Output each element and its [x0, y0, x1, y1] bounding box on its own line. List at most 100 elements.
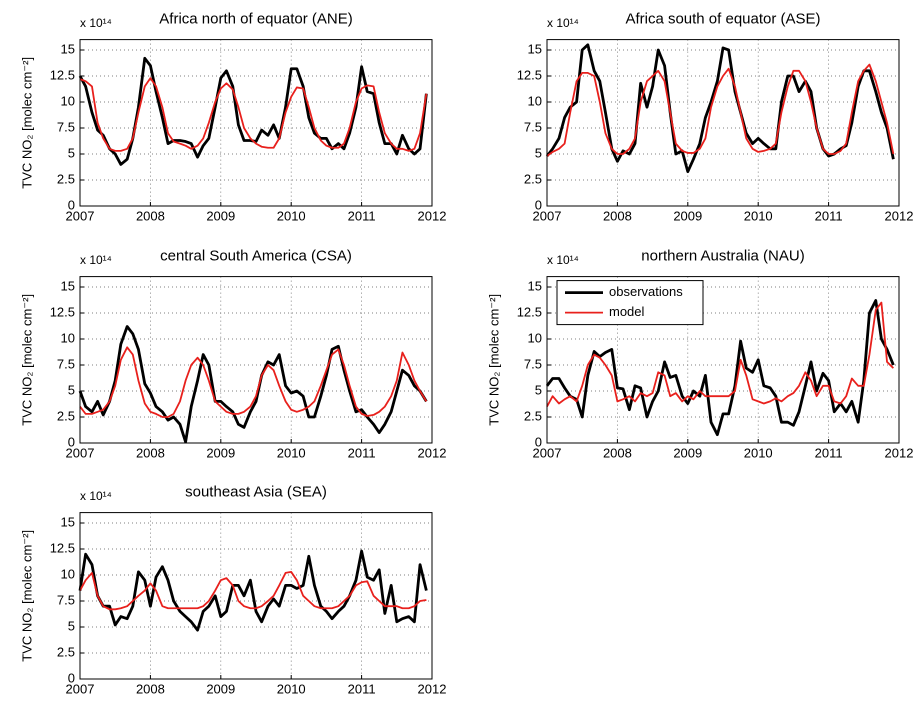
- data-line: [79, 346, 428, 418]
- x-tick-label: 2008: [603, 445, 632, 460]
- x-tick-label: 2009: [206, 208, 235, 223]
- data-line: [546, 63, 895, 157]
- panel: 0 2.5 5 7.5 10 12.5 15 2007 2008 2009 2010 2011 2012…: [19, 484, 446, 697]
- y-tick-label: 10: [61, 330, 75, 345]
- x-tick-label: 2008: [136, 208, 165, 223]
- x-tick-label: 2008: [136, 681, 165, 696]
- y-axis-label: TVC NO₂ [molec cm⁻²]: [19, 530, 34, 662]
- axes-frame: [546, 276, 900, 444]
- y-multiplier: x 10¹⁴: [80, 16, 112, 30]
- data-line: [545, 299, 895, 437]
- x-tick-label: 2011: [348, 681, 376, 696]
- y-tick-label: 2.5: [57, 171, 75, 186]
- y-tick-label: 12.5: [517, 67, 542, 82]
- x-tick-label: 2007: [66, 681, 95, 696]
- y-tick-label: 7.5: [524, 119, 542, 134]
- y-tick-label: 7.5: [57, 592, 75, 607]
- data-line: [78, 56, 428, 166]
- x-tick-label: 2007: [533, 208, 562, 223]
- axes-frame: [79, 512, 433, 680]
- y-tick-label: 7.5: [57, 356, 75, 371]
- legend: observations model: [556, 280, 704, 326]
- x-tick-label: 2009: [673, 445, 702, 460]
- y-axis-label: TVC NO₂ [molec cm⁻²]: [19, 57, 34, 189]
- y-tick-label: 5: [68, 618, 75, 633]
- y-tick-label: 15: [61, 41, 75, 56]
- x-tick-label: 2007: [533, 445, 562, 460]
- y-tick-label: 10: [528, 93, 542, 108]
- x-tick-label: 2009: [206, 681, 235, 696]
- y-tick-label: 5: [68, 382, 75, 397]
- panel: 0 2.5 5 7.5 10 12.5 15 2007 2008 2009 2010 2011 2012…: [517, 11, 914, 224]
- panel: 0 2.5 5 7.5 10 12.5 15 2007 2008 2009 2010 2011 2012…: [19, 248, 446, 461]
- x-tick-label: 2008: [136, 445, 165, 460]
- y-tick-label: 7.5: [524, 356, 542, 371]
- y-tick-label: 15: [528, 41, 542, 56]
- y-tick-label: 12.5: [50, 304, 75, 319]
- chart-title: Africa north of equator (ANE): [159, 11, 352, 28]
- y-tick-label: 2.5: [57, 408, 75, 423]
- y-multiplier: x 10¹⁴: [547, 16, 579, 30]
- x-tick-label: 2012: [885, 445, 914, 460]
- y-axis-label: TVC NO₂ [molec cm⁻²]: [19, 294, 34, 426]
- data-line: [79, 570, 427, 611]
- y-multiplier: x 10¹⁴: [547, 253, 579, 267]
- x-tick-label: 2012: [418, 445, 447, 460]
- x-tick-label: 2010: [277, 208, 306, 223]
- chart-title: central South America (CSA): [160, 248, 352, 265]
- y-tick-label: 15: [61, 514, 75, 529]
- y-tick-label: 2.5: [57, 644, 75, 659]
- y-tick-label: 5: [535, 145, 542, 160]
- x-tick-label: 2012: [418, 681, 447, 696]
- chart-title: southeast Asia (SEA): [185, 484, 327, 501]
- x-tick-label: 2010: [744, 445, 773, 460]
- y-tick-label: 5: [535, 382, 542, 397]
- y-tick-label: 5: [68, 145, 75, 160]
- y-tick-label: 0: [535, 197, 542, 212]
- x-tick-label: 2011: [815, 208, 843, 223]
- x-tick-label: 2011: [815, 445, 843, 460]
- y-multiplier: x 10¹⁴: [80, 253, 112, 267]
- y-tick-label: 0: [68, 434, 75, 449]
- data-line: [546, 301, 895, 408]
- y-tick-label: 2.5: [524, 408, 542, 423]
- panel: 0 2.5 5 7.5 10 12.5 15 2007 2008 2009 2010 2011 2012…: [19, 11, 446, 224]
- x-tick-label: 2010: [744, 208, 773, 223]
- x-tick-label: 2009: [673, 208, 702, 223]
- y-tick-label: 10: [61, 93, 75, 108]
- data-line: [545, 43, 895, 174]
- x-tick-label: 2007: [66, 445, 95, 460]
- x-tick-label: 2008: [603, 208, 632, 223]
- y-tick-label: 0: [535, 434, 542, 449]
- chart-title: northern Australia (NAU): [641, 248, 804, 265]
- legend-label: observations: [609, 284, 683, 299]
- axes-frame: [79, 276, 433, 444]
- axes-frame: [79, 39, 433, 207]
- y-tick-label: 15: [61, 278, 75, 293]
- x-tick-label: 2012: [418, 208, 447, 223]
- legend-box: [556, 280, 704, 326]
- data-line: [79, 77, 428, 152]
- x-tick-label: 2010: [277, 681, 306, 696]
- y-tick-label: 12.5: [50, 540, 75, 555]
- x-tick-label: 2010: [277, 445, 306, 460]
- x-tick-label: 2009: [206, 445, 235, 460]
- chart-title: Africa south of equator (ASE): [625, 11, 820, 28]
- x-tick-label: 2012: [885, 208, 914, 223]
- y-tick-label: 10: [528, 330, 542, 345]
- x-tick-label: 2011: [348, 208, 376, 223]
- y-axis-label: TVC NO₂ [molec cm⁻²]: [486, 294, 501, 426]
- y-tick-label: 10: [61, 566, 75, 581]
- y-multiplier: x 10¹⁴: [80, 489, 112, 503]
- y-tick-label: 0: [68, 670, 75, 685]
- y-tick-label: 12.5: [517, 304, 542, 319]
- y-tick-label: 7.5: [57, 119, 75, 134]
- y-tick-label: 15: [528, 278, 542, 293]
- panel: 0 2.5 5 7.5 10 12.5 15 2007 2008 2009 2010 2011 2012…: [486, 248, 913, 461]
- data-line: [78, 549, 428, 632]
- axes-frame: [546, 39, 900, 207]
- y-tick-label: 12.5: [50, 67, 75, 82]
- legend-label: model: [609, 304, 645, 319]
- x-tick-label: 2011: [348, 445, 376, 460]
